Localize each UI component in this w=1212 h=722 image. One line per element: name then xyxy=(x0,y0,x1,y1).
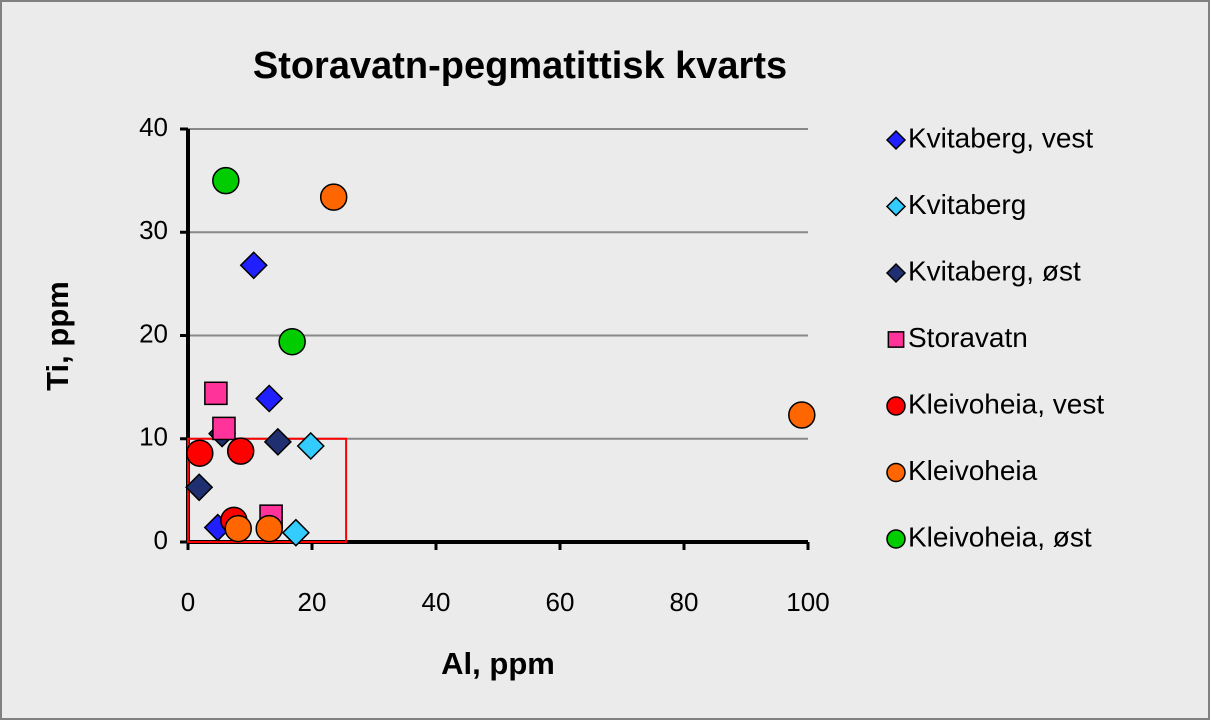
x-tick-label: 60 xyxy=(546,587,575,617)
x-tick-label: 0 xyxy=(181,587,195,617)
marker xyxy=(185,473,214,502)
legend-label: Kleivoheia, øst xyxy=(908,521,1092,552)
legend-label: Kvitaberg, øst xyxy=(908,255,1081,286)
marker xyxy=(887,331,905,348)
marker xyxy=(226,437,255,465)
y-tick-label: 10 xyxy=(139,422,168,452)
chart-title: Storavatn-pegmatittisk kvarts xyxy=(253,45,787,87)
marker xyxy=(263,427,292,456)
marker xyxy=(255,384,284,413)
x-tick-label: 20 xyxy=(298,587,327,617)
legend-label: Kvitaberg xyxy=(908,189,1026,220)
marker xyxy=(255,514,283,543)
marker xyxy=(885,129,907,151)
marker xyxy=(788,401,816,429)
marker xyxy=(239,251,268,280)
legend-label: Kleivoheia, vest xyxy=(908,388,1104,419)
marker xyxy=(212,416,236,441)
legend-label: Kleivoheia xyxy=(908,455,1038,486)
x-tick-label: 40 xyxy=(422,587,451,617)
x-tick-label: 80 xyxy=(670,587,699,617)
marker xyxy=(886,529,906,549)
legend-label: Kvitaberg, vest xyxy=(908,122,1093,153)
marker xyxy=(186,439,214,467)
marker xyxy=(885,196,907,217)
marker xyxy=(224,514,252,543)
y-tick-label: 40 xyxy=(139,112,168,142)
marker xyxy=(885,262,907,284)
marker xyxy=(281,518,310,547)
marker xyxy=(886,462,906,483)
legend-label: Storavatn xyxy=(908,322,1028,353)
marker xyxy=(204,381,228,406)
marker xyxy=(886,396,906,416)
marker xyxy=(296,431,325,461)
y-tick-label: 20 xyxy=(139,318,168,348)
y-tick-label: 30 xyxy=(139,215,168,245)
marker xyxy=(319,183,348,211)
marker xyxy=(278,327,306,356)
y-tick-label: 0 xyxy=(154,525,168,555)
x-axis-title: Al, ppm xyxy=(441,646,555,681)
marker xyxy=(212,166,240,195)
x-tick-label: 100 xyxy=(786,587,829,617)
y-axis-title: Ti, ppm xyxy=(40,281,75,391)
